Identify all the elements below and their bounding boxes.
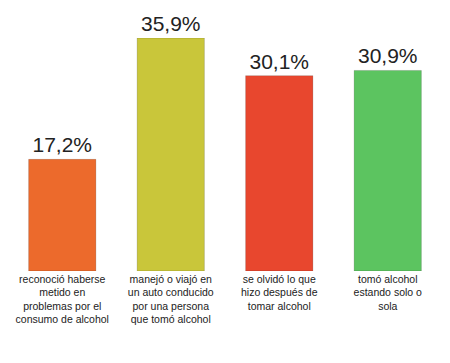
svg-text:reconoció habersemetido enprob: reconoció habersemetido enproblemas por … <box>16 273 109 326</box>
svg-text:35,9%: 35,9% <box>141 12 201 35</box>
svg-text:tomó alcoholestando solo osola: tomó alcoholestando solo osola <box>354 273 422 312</box>
svg-text:manejó o viajó enun auto condu: manejó o viajó enun auto conducidopor un… <box>128 273 214 326</box>
svg-text:17,2%: 17,2% <box>32 133 92 156</box>
svg-text:30,1%: 30,1% <box>249 50 309 73</box>
svg-text:se olvidó lo quehizo después d: se olvidó lo quehizo después detomar alc… <box>241 273 318 312</box>
svg-text:30,9%: 30,9% <box>358 44 418 67</box>
